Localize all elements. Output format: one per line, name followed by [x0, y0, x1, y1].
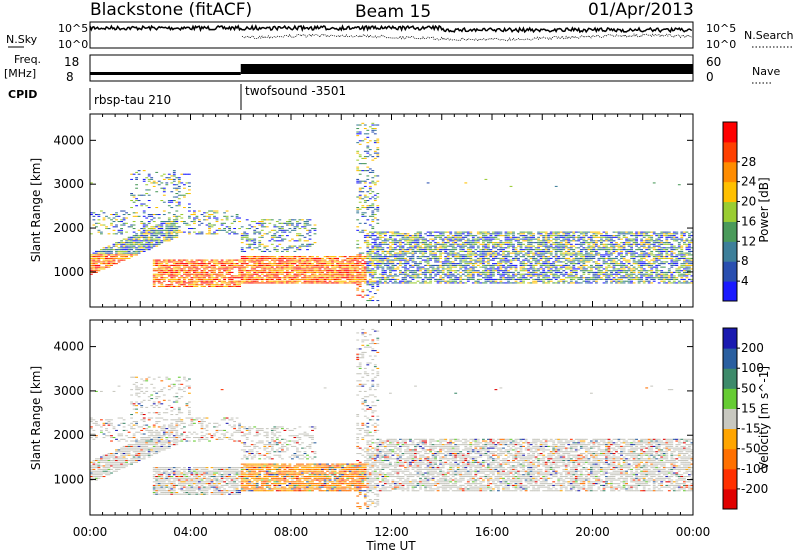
colorbar-tick-label: 50 — [741, 381, 756, 395]
colorbar-tick-label: 8 — [741, 254, 749, 268]
freq-tick-top: 18 — [64, 55, 79, 69]
velocity-colorbar-label: Velocity [m s^-1] — [757, 366, 771, 470]
cpid-segment-2: twofsound -3501 — [245, 84, 346, 98]
nsky-strip-frame — [90, 22, 693, 48]
nsearch-tick-bottom: 10^0 — [706, 38, 736, 51]
freq-tick-bottom: 8 — [66, 70, 74, 84]
y-tick-label: 2000 — [53, 428, 84, 442]
nsky-trace — [90, 26, 692, 41]
time-x-ticks: 00:00 04:00 08:00 12:00 16:00 20:00 00:00 — [73, 525, 711, 539]
nave-tick-bottom: 0 — [706, 70, 714, 84]
y-tick-label: 3000 — [53, 177, 84, 191]
x-tick-label: 12:00 — [374, 525, 409, 539]
x-tick-label: 08:00 — [274, 525, 309, 539]
x-tick-label: 00:00 — [73, 525, 108, 539]
freq-label: Freq. — [14, 53, 41, 66]
x-tick-label: 20:00 — [575, 525, 610, 539]
x-tick-label: 16:00 — [475, 525, 510, 539]
station-title: Blackstone (fitACF) — [90, 0, 252, 20]
beam-title: Beam 15 — [355, 2, 431, 22]
colorbar-tick-label: 12 — [741, 234, 756, 248]
nsky-tick-bottom: 10^0 — [58, 38, 88, 51]
colorbar-tick-label: 16 — [741, 214, 756, 228]
y-tick-label: 3000 — [53, 384, 84, 398]
x-tick-label: 04:00 — [173, 525, 208, 539]
y-tick-label: 2000 — [53, 221, 84, 235]
y-tick-label: 1000 — [53, 265, 84, 279]
date-title: 01/Apr/2013 — [588, 0, 694, 20]
nave-tick-top: 60 — [706, 55, 721, 69]
frequency-trace-late — [241, 64, 693, 74]
nave-label: Nave — [752, 65, 780, 78]
velocity-heatmap — [90, 329, 693, 509]
colorbar-tick-label: -200 — [741, 482, 768, 496]
nsky-tick-top: 10^5 — [58, 22, 88, 35]
y-tick-label: 1000 — [53, 473, 84, 487]
cpid-label: CPID — [8, 88, 37, 101]
nsky-label: N.Sky — [6, 33, 38, 46]
colorbar-tick-label: 200 — [741, 341, 764, 355]
colorbar-tick-label: 28 — [741, 155, 756, 169]
frequency-trace-early — [90, 72, 241, 75]
x-tick-label: 00:00 — [676, 525, 711, 539]
power-colorbar-label: Power [dB] — [757, 177, 771, 242]
power-heatmap — [90, 123, 693, 301]
power-colorbar: 4 8 12 16 20 24 28 — [723, 122, 756, 302]
y-tick-label: 4000 — [53, 133, 84, 147]
colorbar-tick-label: 20 — [741, 195, 756, 209]
x-axis-label: Time UT — [365, 539, 416, 553]
cpid-segment-1: rbsp-tau 210 — [94, 93, 171, 107]
y-tick-label: 4000 — [53, 340, 84, 354]
nsearch-label: N.Search — [744, 29, 794, 42]
colorbar-tick-label: 4 — [741, 274, 749, 288]
colorbar-tick-label: 24 — [741, 175, 756, 189]
power-ylabel: Slant Range [km] — [29, 158, 43, 262]
colorbar-tick-label: 15 — [741, 401, 756, 415]
nsearch-tick-top: 10^5 — [706, 22, 736, 35]
velocity-ylabel: Slant Range [km] — [29, 366, 43, 470]
freq-unit: [MHz] — [4, 67, 36, 80]
